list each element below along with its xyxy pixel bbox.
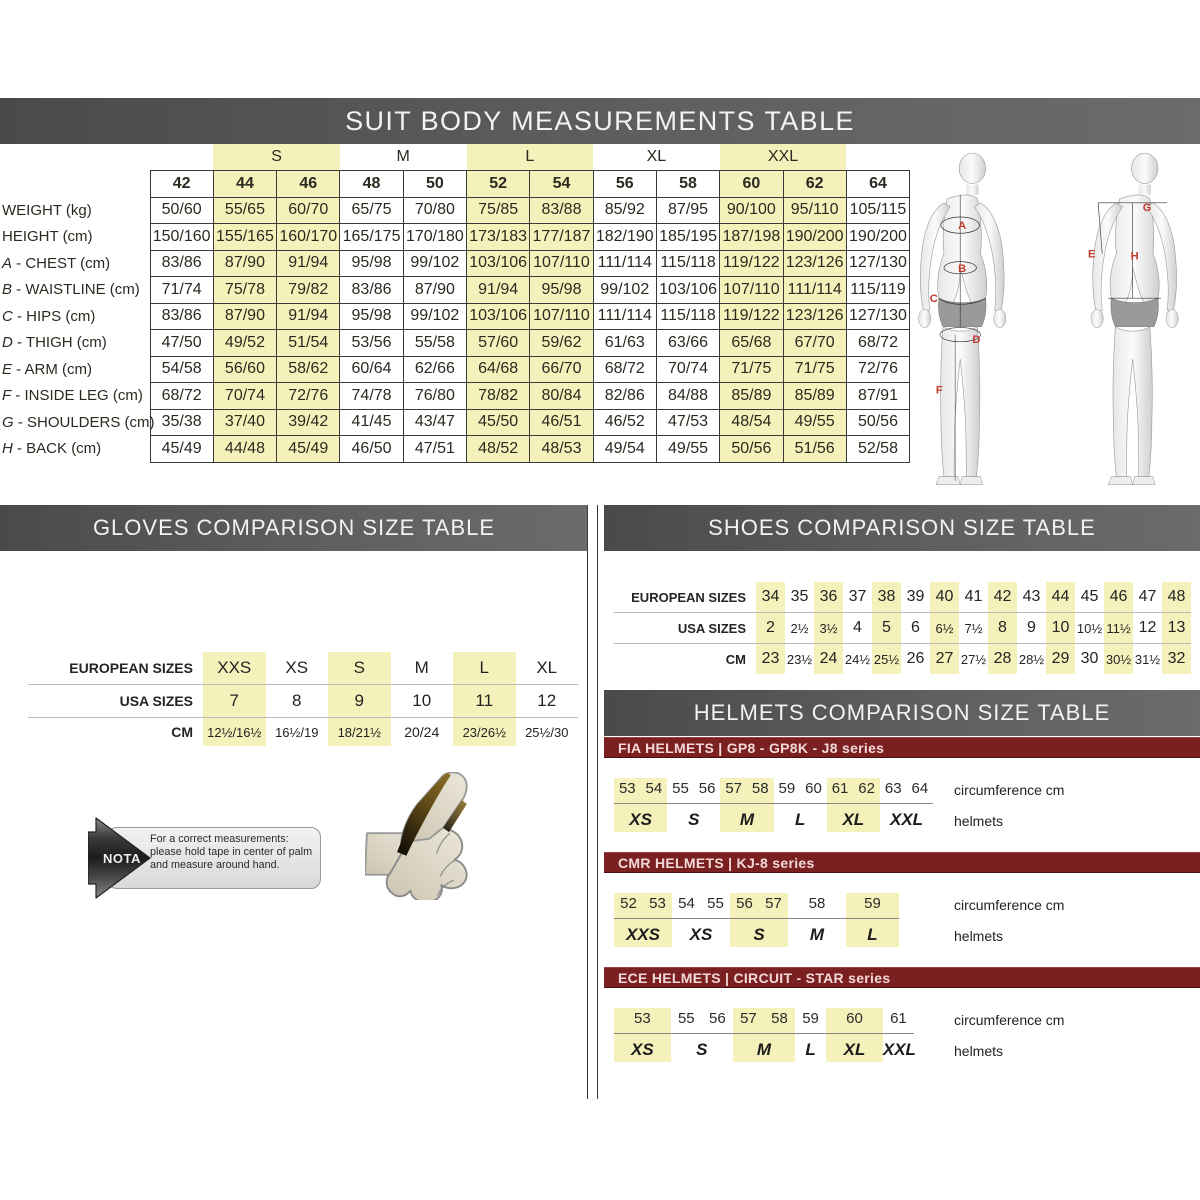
svg-text:D: D — [972, 334, 980, 346]
svg-text:E: E — [1088, 249, 1095, 261]
svg-text:G: G — [1143, 202, 1152, 214]
svg-text:F: F — [936, 385, 943, 397]
svg-text:C: C — [930, 293, 938, 305]
svg-text:B: B — [958, 263, 966, 275]
svg-text:H: H — [1131, 251, 1139, 263]
svg-text:NOTA: NOTA — [103, 851, 141, 866]
svg-text:A: A — [958, 220, 966, 232]
